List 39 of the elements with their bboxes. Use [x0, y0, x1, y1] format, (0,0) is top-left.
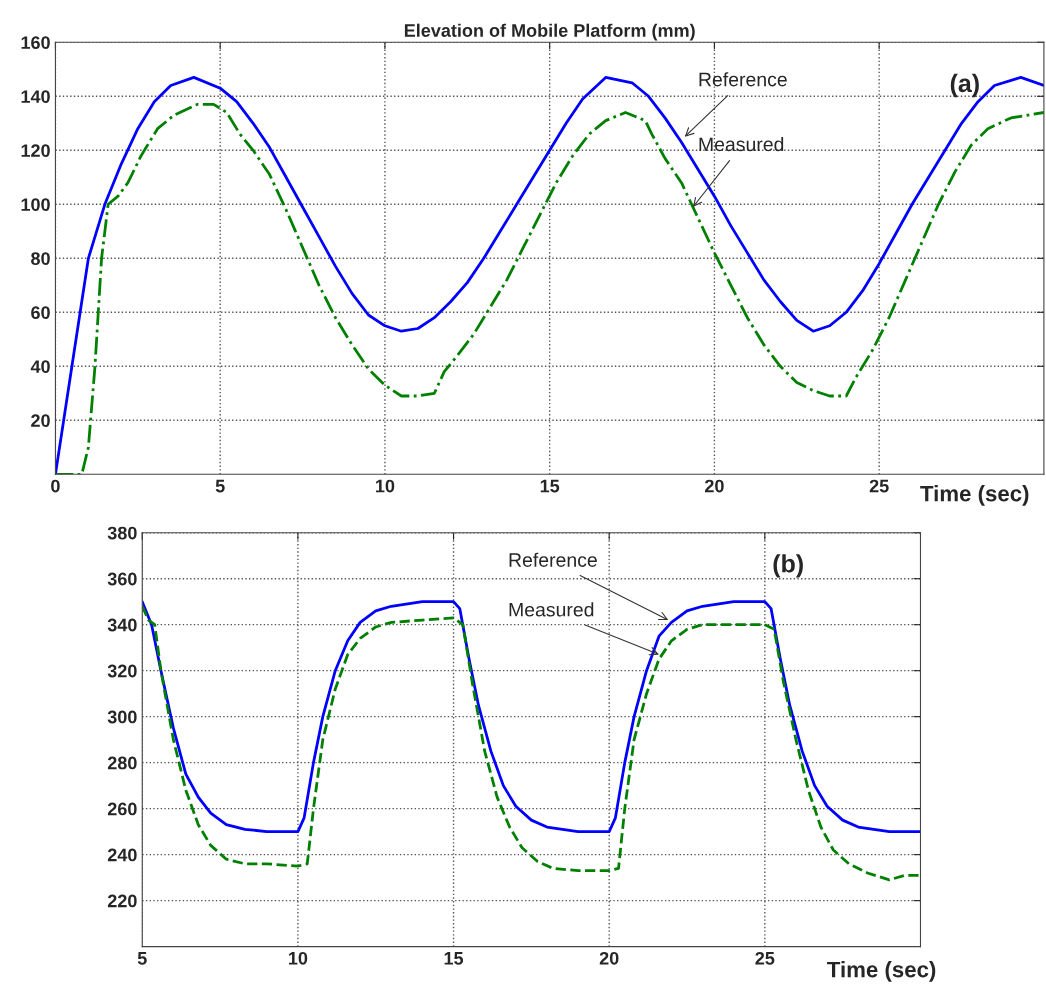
- y-tick-label: 380: [107, 526, 137, 540]
- y-tick-label: 20: [31, 414, 50, 428]
- y-tick-label: 220: [107, 894, 137, 908]
- y-tick-label: 280: [107, 756, 137, 770]
- x-tick-label: 20: [705, 479, 724, 493]
- y-tick-label: 360: [107, 572, 137, 586]
- y-tick-label: 60: [31, 306, 50, 320]
- x-tick-label: 5: [137, 952, 147, 965]
- y-tick-label: 140: [21, 90, 50, 104]
- x-tick-label: 10: [376, 479, 395, 493]
- y-tick-label: 240: [107, 848, 137, 862]
- y-tick-label: 300: [107, 710, 137, 724]
- x-tick-label: 25: [755, 951, 775, 965]
- y-tick-label: 80: [31, 252, 50, 266]
- annotation: Reference: [509, 552, 597, 567]
- y-tick-label: 320: [107, 664, 137, 678]
- y-tick-label: 100: [21, 198, 50, 212]
- line-series: [142, 604, 921, 882]
- x-tick-label: 25: [869, 479, 889, 493]
- x-tick-label: 20: [599, 951, 619, 965]
- y-tick-label: 160: [21, 36, 50, 50]
- x-tick-label: 0: [51, 479, 60, 493]
- x-axis-title: Time (sec): [827, 961, 936, 982]
- x-axis-title: Time (sec): [920, 485, 1029, 506]
- x-tick-label: 15: [444, 952, 464, 965]
- annotation: Measured: [509, 602, 594, 617]
- annotation: Reference: [699, 72, 787, 87]
- y-tick-label: 260: [107, 802, 137, 816]
- annotation: (a): [950, 73, 979, 98]
- y-tick-label: 120: [21, 144, 50, 158]
- x-tick-label: 10: [289, 951, 308, 965]
- annotation: (b): [773, 554, 803, 578]
- line-series: [142, 600, 921, 833]
- annotation: Measured: [699, 136, 784, 152]
- y-tick-label: 40: [30, 360, 50, 374]
- x-tick-label: 15: [540, 479, 560, 493]
- x-tick-label: 5: [215, 479, 225, 493]
- y-tick-label: 340: [107, 618, 137, 632]
- chart-title: Elevation of Mobile Platform (mm): [404, 23, 695, 41]
